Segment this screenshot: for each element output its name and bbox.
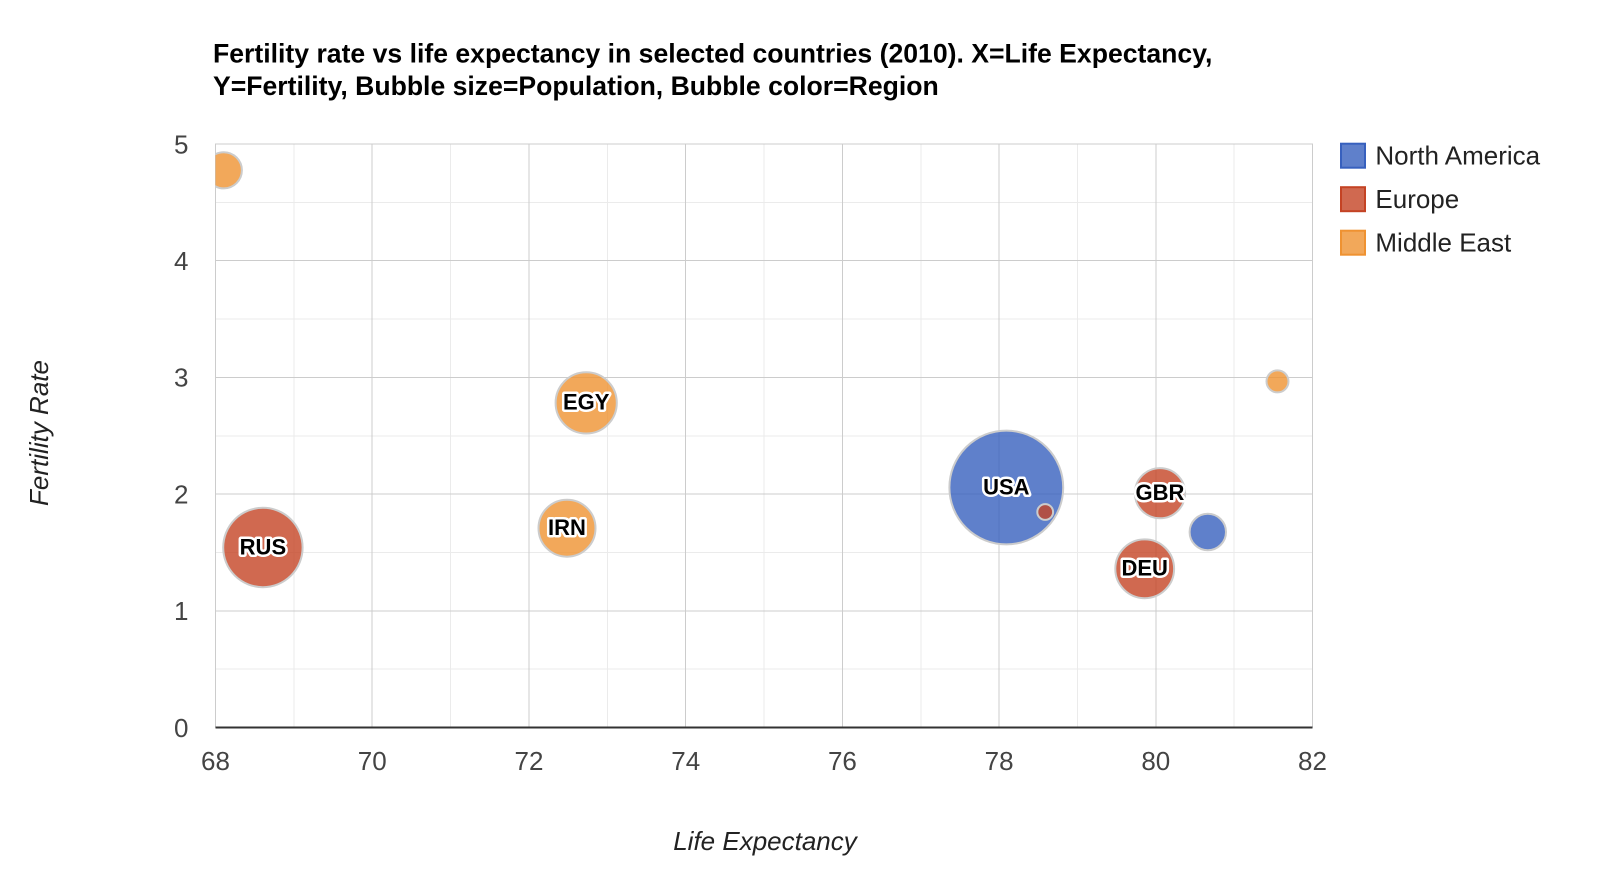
svg-text:GBR: GBR xyxy=(1136,480,1185,505)
svg-text:78: 78 xyxy=(985,746,1014,776)
svg-text:EGY: EGY xyxy=(563,390,610,415)
svg-text:IRN: IRN xyxy=(548,515,586,540)
svg-text:Middle East: Middle East xyxy=(1375,228,1512,258)
svg-text:Fertility Rate: Fertility Rate xyxy=(24,360,54,506)
svg-text:76: 76 xyxy=(828,746,857,776)
svg-text:5: 5 xyxy=(174,129,188,159)
svg-text:1: 1 xyxy=(174,596,188,626)
svg-text:74: 74 xyxy=(671,746,700,776)
svg-text:82: 82 xyxy=(1298,746,1327,776)
svg-text:80: 80 xyxy=(1141,746,1170,776)
svg-text:4: 4 xyxy=(174,246,188,276)
svg-text:3: 3 xyxy=(174,363,188,393)
svg-text:RUS: RUS xyxy=(240,534,286,559)
svg-text:Y=Fertility, Bubble size=Popul: Y=Fertility, Bubble size=Population, Bub… xyxy=(213,71,939,101)
svg-text:Europe: Europe xyxy=(1375,184,1459,214)
svg-text:70: 70 xyxy=(358,746,387,776)
svg-text:68: 68 xyxy=(201,746,230,776)
svg-text:North America: North America xyxy=(1375,141,1540,171)
svg-text:0: 0 xyxy=(174,713,188,743)
svg-text:Fertility rate vs life expecta: Fertility rate vs life expectancy in sel… xyxy=(213,39,1212,69)
svg-text:Life Expectancy: Life Expectancy xyxy=(673,826,859,856)
svg-text:2: 2 xyxy=(174,479,188,509)
svg-text:72: 72 xyxy=(515,746,544,776)
svg-text:DEU: DEU xyxy=(1121,556,1167,581)
svg-text:USA: USA xyxy=(983,474,1030,499)
